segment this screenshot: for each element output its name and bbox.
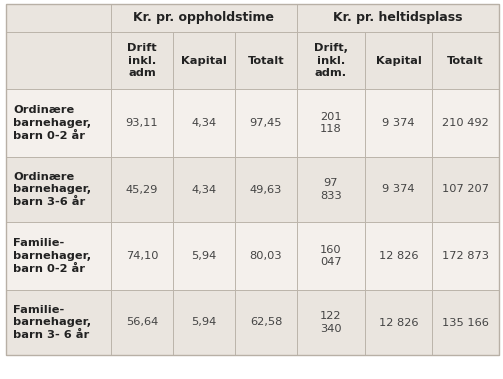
Text: 56,64: 56,64: [126, 318, 158, 327]
Text: 12 826: 12 826: [379, 251, 418, 261]
Text: 210 492: 210 492: [442, 118, 489, 128]
Text: Kapital: Kapital: [376, 55, 422, 66]
Bar: [111, 157, 173, 222]
Bar: [432, 32, 499, 89]
Text: 97,45: 97,45: [250, 118, 282, 128]
Bar: [432, 157, 499, 222]
Bar: [6, 32, 111, 89]
Text: 135 166: 135 166: [442, 318, 489, 327]
Bar: [111, 32, 173, 89]
Bar: [235, 32, 297, 89]
Text: 5,94: 5,94: [191, 318, 217, 327]
Bar: [111, 222, 173, 290]
Text: 4,34: 4,34: [192, 185, 217, 194]
Bar: [297, 89, 365, 157]
Bar: [365, 157, 432, 222]
Text: Drift
inkl.
adm: Drift inkl. adm: [127, 43, 157, 78]
Text: 4,34: 4,34: [192, 118, 217, 128]
Text: 5,94: 5,94: [191, 251, 217, 261]
Text: 9 374: 9 374: [382, 185, 415, 194]
Bar: [297, 290, 365, 355]
Bar: [297, 157, 365, 222]
Bar: [235, 157, 297, 222]
Text: 93,11: 93,11: [126, 118, 158, 128]
Bar: [365, 222, 432, 290]
Bar: [111, 89, 173, 157]
Text: 45,29: 45,29: [126, 185, 158, 194]
Bar: [297, 32, 365, 89]
Bar: [173, 290, 235, 355]
Bar: [6, 222, 111, 290]
Bar: [6, 89, 111, 157]
Bar: [6, 4, 111, 32]
Text: 160
047: 160 047: [320, 244, 342, 268]
Text: Familie-
barnehager,
barn 3- 6 år: Familie- barnehager, barn 3- 6 år: [13, 305, 91, 340]
Text: 62,58: 62,58: [250, 318, 282, 327]
Bar: [235, 290, 297, 355]
Bar: [365, 32, 432, 89]
Text: 172 873: 172 873: [442, 251, 489, 261]
Text: 9 374: 9 374: [382, 118, 415, 128]
Bar: [235, 222, 297, 290]
Text: 107 207: 107 207: [442, 185, 489, 194]
Text: 49,63: 49,63: [250, 185, 282, 194]
Bar: [111, 290, 173, 355]
Bar: [297, 4, 499, 32]
Text: Totalt: Totalt: [447, 55, 484, 66]
Bar: [297, 222, 365, 290]
Text: 122
340: 122 340: [320, 311, 342, 334]
Bar: [173, 89, 235, 157]
Text: 12 826: 12 826: [379, 318, 418, 327]
Bar: [6, 157, 111, 222]
Bar: [111, 4, 297, 32]
Text: Familie-
barnehager,
barn 0-2 år: Familie- barnehager, barn 0-2 år: [13, 238, 91, 274]
Bar: [365, 89, 432, 157]
Text: Ordinære
barnehager,
barn 3-6 år: Ordinære barnehager, barn 3-6 år: [13, 172, 91, 207]
Bar: [173, 32, 235, 89]
Bar: [432, 222, 499, 290]
Text: 201
118: 201 118: [320, 111, 342, 135]
Bar: [365, 290, 432, 355]
Bar: [432, 290, 499, 355]
Bar: [173, 157, 235, 222]
Text: 97
833: 97 833: [320, 178, 342, 201]
Text: Ordinære
barnehager,
barn 0-2 år: Ordinære barnehager, barn 0-2 år: [13, 105, 91, 141]
Bar: [173, 222, 235, 290]
Text: Drift,
inkl.
adm.: Drift, inkl. adm.: [314, 43, 348, 78]
Text: Kr. pr. heltidsplass: Kr. pr. heltidsplass: [333, 11, 463, 25]
Text: Totalt: Totalt: [247, 55, 284, 66]
Bar: [235, 89, 297, 157]
Text: 80,03: 80,03: [249, 251, 282, 261]
Text: Kapital: Kapital: [181, 55, 227, 66]
Text: 74,10: 74,10: [126, 251, 158, 261]
Text: Kr. pr. oppholdstime: Kr. pr. oppholdstime: [133, 11, 275, 25]
Bar: [432, 89, 499, 157]
Bar: [6, 290, 111, 355]
